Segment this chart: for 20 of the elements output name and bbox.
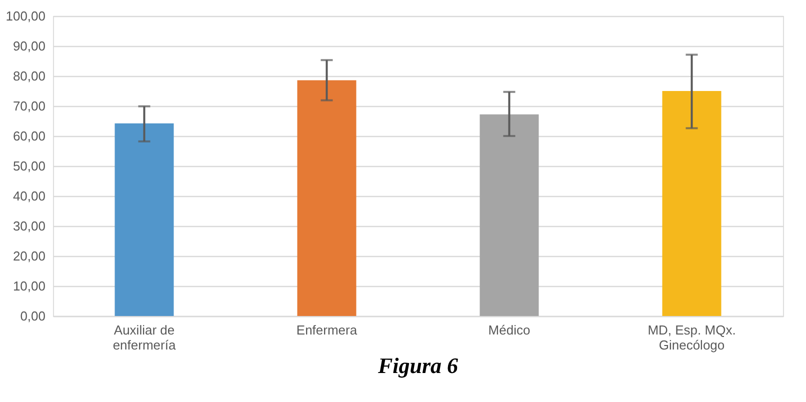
y-tick-label: 20,00 [12, 248, 46, 264]
y-tick-label: 100,00 [6, 8, 46, 24]
y-tick-label: 50,00 [12, 158, 46, 174]
x-tick-label: Enfermera [296, 322, 358, 338]
y-tick-label: 80,00 [12, 68, 46, 84]
y-tick-label: 10,00 [12, 278, 46, 294]
y-tick-label: 30,00 [12, 218, 46, 234]
x-tick-label: MD, Esp. MQx. Ginecólogo [648, 322, 736, 352]
y-tick-label: 60,00 [12, 128, 46, 144]
bar [480, 114, 539, 316]
bar [114, 123, 174, 316]
text: Figura 6 [376, 353, 458, 378]
y-tick-label: 40,00 [12, 188, 46, 204]
y-tick-label: 0,00 [20, 308, 46, 324]
y-tick-label: 70,00 [12, 98, 46, 114]
y-tick-label: 90,00 [12, 38, 46, 54]
bar [297, 80, 356, 316]
x-tick-label: Médico [488, 322, 530, 338]
x-tick-label: Auxiliar de enfermería [112, 322, 176, 352]
bar [662, 91, 722, 316]
